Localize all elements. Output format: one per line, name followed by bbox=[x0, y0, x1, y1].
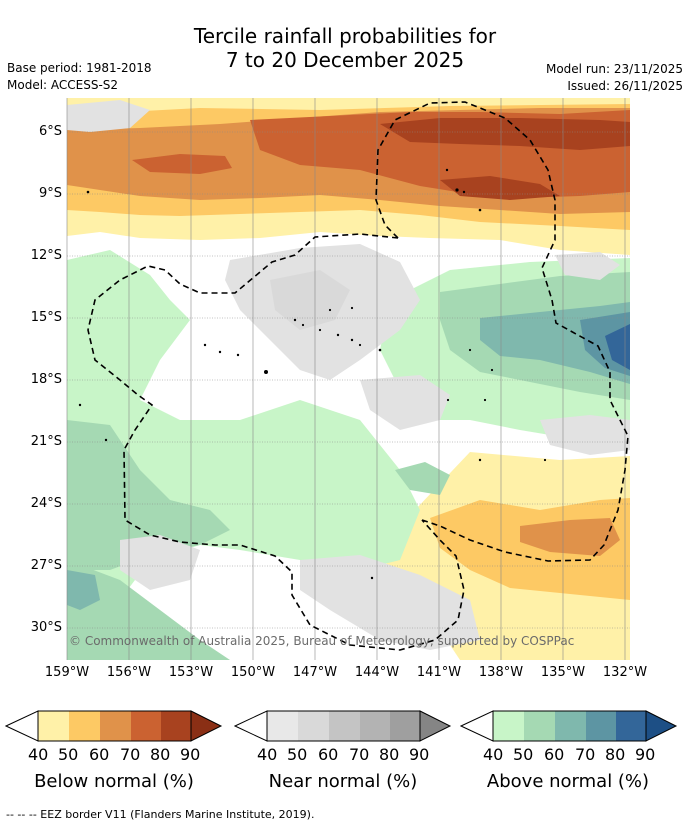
colorbar-below-swatch-5 bbox=[161, 711, 191, 741]
near-normal-central-2 bbox=[360, 375, 450, 430]
issued-date: Issued: 26/11/2025 bbox=[567, 79, 683, 93]
above-normal-west-50 bbox=[67, 420, 230, 570]
colorbar-below-swatch-1 bbox=[38, 711, 69, 741]
near-normal-sw bbox=[120, 535, 200, 590]
map-title-line2: 7 to 20 December 2025 bbox=[225, 48, 465, 72]
island-dots bbox=[78, 168, 547, 580]
colorbar-near-swatch-3 bbox=[329, 711, 360, 741]
lon-label-153W: 153°W bbox=[168, 665, 214, 680]
below-normal-se-60 bbox=[520, 518, 620, 556]
colorbar-near-swatch-1 bbox=[267, 711, 298, 741]
colorbar-near-swatch-5 bbox=[390, 711, 420, 741]
eez-border-north bbox=[375, 101, 629, 562]
lon-label-156W: 156°W bbox=[106, 665, 152, 680]
colorbar-near-tick-60: 60 bbox=[318, 745, 339, 764]
colorbar-above-tick-70: 70 bbox=[575, 745, 596, 764]
near-normal-south bbox=[300, 555, 480, 650]
colorbar-near-tick-80: 80 bbox=[379, 745, 400, 764]
colorbar-below-swatch-3 bbox=[100, 711, 131, 741]
colorbar-near-normal bbox=[234, 710, 452, 742]
colorbar-above-swatch-4 bbox=[586, 711, 616, 741]
lon-label-147W: 147°W bbox=[292, 665, 338, 680]
lat-label-27S: 27°S bbox=[30, 558, 62, 573]
above-normal-southwest-50 bbox=[67, 560, 230, 660]
colorbar-above-tick-50: 50 bbox=[513, 745, 534, 764]
colorbar-below-swatch-2 bbox=[69, 711, 100, 741]
lat-label-18S: 18°S bbox=[30, 372, 62, 387]
lat-label-12S: 12°S bbox=[30, 248, 62, 263]
colorbar-below-normal bbox=[5, 710, 223, 742]
lat-label-24S: 24°S bbox=[30, 496, 62, 511]
colorbar-below-tick-40: 40 bbox=[28, 745, 49, 764]
colorbar-above-normal bbox=[460, 710, 678, 742]
above-normal-mid-50 bbox=[395, 462, 450, 495]
below-normal-70-west bbox=[132, 154, 232, 174]
colorbar-above-high-arrow bbox=[645, 710, 678, 742]
eez-legend-footer: -- -- -- EEZ border V11 (Flanders Marine… bbox=[6, 808, 315, 821]
lon-label-132W: 132°W bbox=[602, 665, 648, 680]
colorbar-above-swatch-3 bbox=[555, 711, 586, 741]
colorbar-above-swatch-5 bbox=[616, 711, 646, 741]
colorbar-below-tick-90: 90 bbox=[180, 745, 201, 764]
eez-border-central bbox=[87, 233, 465, 651]
colorbar-near-low-arrow bbox=[234, 710, 268, 742]
colorbar-near-swatch-2 bbox=[298, 711, 329, 741]
eez-borders bbox=[87, 101, 629, 651]
lon-label-144W: 144°W bbox=[354, 665, 400, 680]
colorbar-above-tick-40: 40 bbox=[483, 745, 504, 764]
colorbar-below-tick-50: 50 bbox=[58, 745, 79, 764]
colorbar-near-title: Near normal (%) bbox=[268, 771, 418, 792]
colorbar-above-low-arrow bbox=[460, 710, 494, 742]
colorbar-near-high-arrow bbox=[419, 710, 452, 742]
map-title-line1: Tercile rainfall probabilities for bbox=[193, 24, 497, 48]
colorbar-below-tick-70: 70 bbox=[120, 745, 141, 764]
model-run: Model run: 23/11/2025 bbox=[545, 62, 683, 76]
lat-label-30S: 30°S bbox=[30, 620, 62, 635]
below-normal-80-region bbox=[380, 118, 630, 150]
colorbar-above-tick-60: 60 bbox=[544, 745, 565, 764]
colorbar-above-tick-80: 80 bbox=[605, 745, 626, 764]
near-normal-east bbox=[555, 252, 620, 280]
lat-label-21S: 21°S bbox=[30, 434, 62, 449]
colorbar-near-tick-90: 90 bbox=[409, 745, 430, 764]
lon-label-138W: 138°W bbox=[478, 665, 524, 680]
colorbar-below-low-arrow bbox=[5, 710, 39, 742]
above-normal-southwest-60 bbox=[67, 570, 100, 610]
map-gridlines bbox=[66, 98, 630, 660]
colorbar-above-swatch-2 bbox=[524, 711, 555, 741]
colorbar-above-swatch-1 bbox=[493, 711, 524, 741]
lon-label-159W: 159°W bbox=[44, 665, 90, 680]
near-normal-east-2 bbox=[540, 415, 630, 455]
lat-label-15S: 15°S bbox=[30, 310, 62, 325]
colorbar-near-tick-70: 70 bbox=[349, 745, 370, 764]
base-period: Base period: 1981-2018 bbox=[7, 61, 152, 75]
lon-label-135W: 135°W bbox=[540, 665, 586, 680]
colorbar-above-tick-90: 90 bbox=[635, 745, 656, 764]
colorbar-near-tick-40: 40 bbox=[257, 745, 278, 764]
lat-label-6S: 6°S bbox=[38, 124, 62, 139]
near-normal-inner-50 bbox=[270, 270, 350, 330]
above-normal-east-80 bbox=[605, 324, 630, 370]
lon-label-141W: 141°W bbox=[416, 665, 462, 680]
colorbar-above-title: Above normal (%) bbox=[486, 771, 650, 792]
colorbar-below-tick-80: 80 bbox=[150, 745, 171, 764]
colorbar-below-tick-60: 60 bbox=[89, 745, 110, 764]
copyright-text: © Commonwealth of Australia 2025, Bureau… bbox=[69, 634, 575, 648]
colorbar-below-title: Below normal (%) bbox=[34, 771, 194, 792]
colorbar-near-tick-50: 50 bbox=[287, 745, 308, 764]
lat-label-9S: 9°S bbox=[38, 186, 62, 201]
colorbar-near-swatch-4 bbox=[360, 711, 390, 741]
model-name: Model: ACCESS-S2 bbox=[7, 78, 119, 92]
lon-label-150W: 150°W bbox=[230, 665, 276, 680]
colorbar-below-swatch-4 bbox=[131, 711, 161, 741]
colorbar-below-high-arrow bbox=[190, 710, 223, 742]
